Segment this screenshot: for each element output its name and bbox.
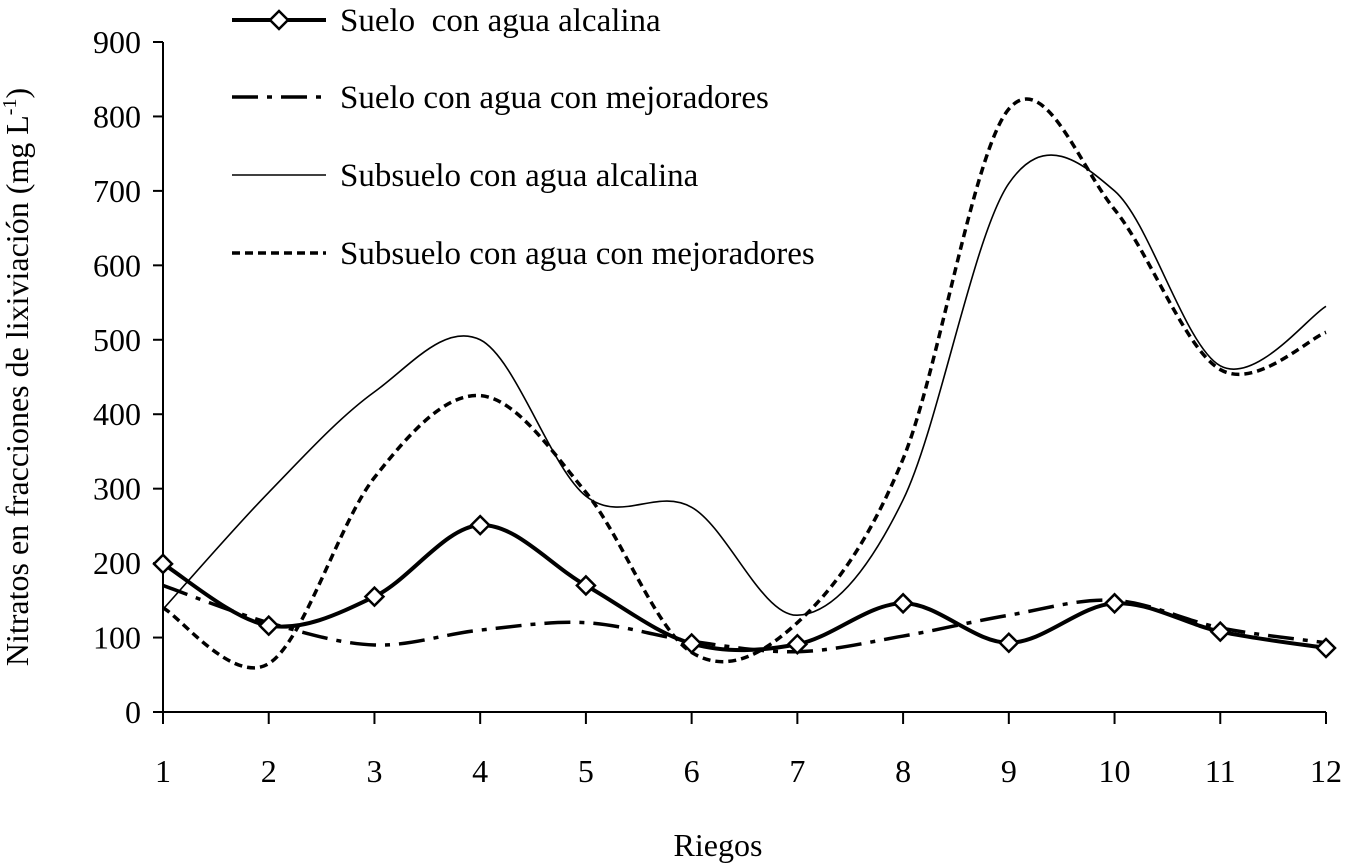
data-point-marker [892,592,914,615]
legend-label: Subsuelo con agua alcalina [340,158,699,194]
y-tick-label: 300 [93,471,141,507]
series-4 [162,97,1327,670]
legend-label: Suelo con agua con mejoradores [340,80,769,116]
legend-item: Subsuelo con agua alcalina [232,158,699,194]
y-tick-label: 900 [93,24,141,60]
series-layer [152,97,1337,670]
legend-label: Suelo con agua alcalina [340,3,661,39]
y-axis-title: Nitratos en fracciones de lixiviación (m… [0,88,35,666]
legend-item: Suelo con agua con mejoradores [232,80,769,116]
y-tick-label: 800 [93,98,141,134]
y-tick-label: 0 [125,694,141,730]
x-tick-label: 11 [1205,753,1236,789]
y-axis-title-close: ) [0,88,35,99]
series-1 [152,514,1337,659]
series-line [162,97,1327,670]
data-point-marker [575,574,597,597]
y-tick-label: 500 [93,322,141,358]
x-tick-label: 9 [1001,753,1017,789]
data-point-marker [152,553,174,575]
data-point-marker [680,632,703,655]
legend-item: Subsuelo con agua con mejoradores [232,236,815,272]
x-tick-label: 3 [366,753,382,789]
y-axis-title-sup: -1 [0,99,21,116]
y-tick-label: 400 [93,396,141,432]
x-tick-label: 8 [895,753,911,789]
data-point-marker [1315,637,1337,659]
x-tick-label: 5 [578,753,594,789]
y-ticks: 0 100 200 300 400 500 600 700 800 900 [93,24,163,730]
data-point-marker [257,614,280,637]
series-line [162,154,1327,617]
data-point-marker [363,585,386,608]
y-tick-label: 700 [93,173,141,209]
series-2 [162,583,1327,654]
y-axis-title-main: Nitratos en fracciones de lixiviación (m… [0,115,35,666]
data-point-marker [1209,620,1232,643]
data-point-marker [469,514,491,536]
data-point-marker [998,631,1020,654]
data-point-marker [1103,592,1126,615]
legend: Suelo con agua alcalina Suelo con agua co… [232,3,815,272]
x-tick-label: 1 [155,753,171,789]
x-tick-label: 10 [1099,753,1131,789]
legend-label: Subsuelo con agua con mejoradores [340,236,815,272]
y-tick-label: 200 [93,545,141,581]
y-tick-label: 100 [93,620,141,656]
x-tick-label: 12 [1310,753,1342,789]
x-ticks: 1 2 3 4 5 6 7 8 9 10 11 12 [155,712,1342,789]
x-tick-label: 4 [472,753,488,789]
data-point-marker [786,633,809,656]
series-3 [162,154,1327,617]
series-line [162,583,1327,654]
legend-marker [268,9,290,31]
x-axis-title: Riegos [674,827,763,863]
x-tick-label: 2 [261,753,277,789]
y-tick-label: 600 [93,247,141,283]
x-tick-label: 7 [789,753,805,789]
legend-item: Suelo con agua alcalina [232,3,661,39]
x-tick-label: 6 [684,753,700,789]
